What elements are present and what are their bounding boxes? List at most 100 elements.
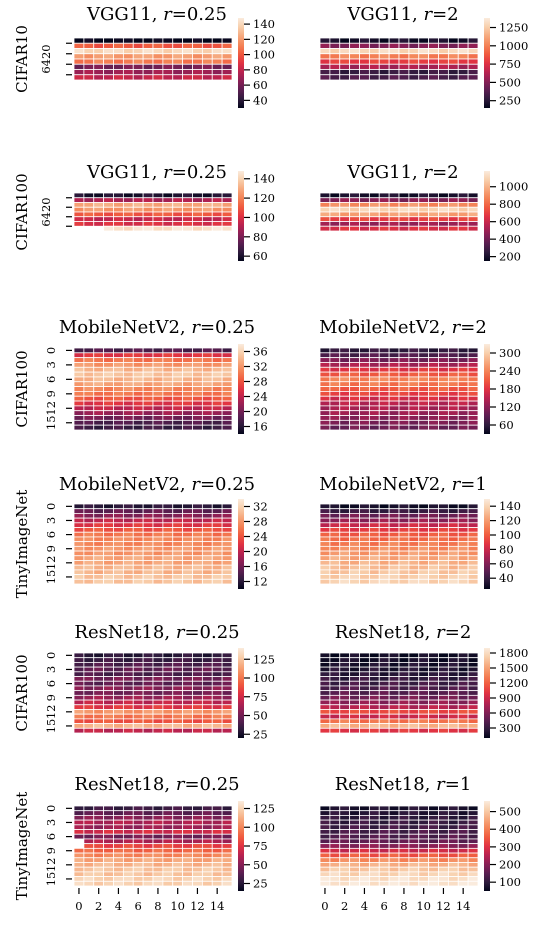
y-tick-label: 6 xyxy=(44,376,58,383)
heatmap-cell xyxy=(339,857,351,863)
heatmap-cell xyxy=(378,574,390,580)
heatmap-cell xyxy=(142,536,154,543)
heatmap-cell xyxy=(122,221,134,227)
heatmap-cell xyxy=(447,676,459,682)
heatmap-cell xyxy=(211,424,223,431)
heatmap-cell xyxy=(349,545,360,552)
heatmap-cell xyxy=(182,527,193,533)
heatmap-cell xyxy=(378,395,390,402)
heatmap-cell xyxy=(457,857,469,863)
heatmap-cell xyxy=(192,381,203,387)
heatmap-cell xyxy=(408,202,420,208)
heatmap-cell xyxy=(319,857,331,863)
heatmap-cell xyxy=(349,727,360,734)
heatmap-cell xyxy=(359,366,370,373)
heatmap-cell xyxy=(447,400,459,407)
heatmap-cell xyxy=(388,48,400,55)
heatmap-cell xyxy=(221,42,233,49)
heatmap-cell xyxy=(103,221,114,227)
heatmap-cell xyxy=(192,564,203,571)
colorbar xyxy=(484,171,490,261)
heatmap-cell xyxy=(339,578,351,585)
heatmap-cell xyxy=(349,550,360,557)
heatmap-cell xyxy=(73,531,85,538)
heatmap-cell xyxy=(339,37,351,44)
heatmap-cell xyxy=(447,578,459,585)
heatmap-cell xyxy=(73,74,85,81)
colorbar-tick-label: 25 xyxy=(253,877,268,891)
heatmap-cell xyxy=(221,545,233,552)
heatmap-cell xyxy=(73,564,85,571)
heatmap-cell xyxy=(93,824,105,830)
heatmap-cell xyxy=(103,357,114,363)
heatmap-cell xyxy=(447,216,459,222)
heatmap-cell xyxy=(428,508,439,514)
heatmap-cell xyxy=(438,657,449,663)
heatmap-cell xyxy=(368,541,380,547)
heatmap-cell xyxy=(73,709,85,715)
heatmap-cell xyxy=(182,371,193,378)
heatmap-cell xyxy=(93,699,105,706)
heatmap-cell xyxy=(319,48,331,55)
heatmap-cell xyxy=(339,574,351,580)
heatmap-cell xyxy=(221,202,233,208)
heatmap-cell xyxy=(162,810,174,816)
y-tick-label: 0 xyxy=(44,347,58,354)
heatmap-cell xyxy=(182,727,193,734)
heatmap-cell xyxy=(83,541,95,547)
heatmap-cell xyxy=(122,513,134,519)
heatmap-cell xyxy=(83,347,95,354)
colorbar-tick-label: 1500 xyxy=(499,661,528,675)
heatmap-cell xyxy=(349,671,360,677)
heatmap-cell xyxy=(211,652,223,659)
heatmap-cell xyxy=(152,48,164,55)
heatmap-cell xyxy=(408,69,420,76)
heatmap-cell xyxy=(142,221,154,227)
heatmap-cell xyxy=(467,362,479,368)
heatmap-cell xyxy=(467,704,479,710)
y-tick-label: 3 xyxy=(44,819,58,826)
heatmap-cell xyxy=(162,357,174,363)
heatmap-cell xyxy=(201,880,213,887)
heatmap-cell xyxy=(142,876,154,882)
heatmap-cell xyxy=(408,564,420,571)
heatmap-cell xyxy=(329,202,341,208)
heatmap-cell xyxy=(211,362,223,368)
heatmap-cell xyxy=(378,48,390,55)
heatmap-cell xyxy=(122,347,134,354)
heatmap-cell xyxy=(152,666,164,673)
heatmap-cell xyxy=(162,424,174,431)
heatmap-cell xyxy=(329,574,341,580)
heatmap-cell xyxy=(142,704,154,710)
heatmap-cell xyxy=(359,202,370,208)
heatmap-cell xyxy=(83,419,95,426)
heatmap-cell xyxy=(172,676,184,682)
heatmap-cell xyxy=(408,400,420,407)
x-tick-label: 14 xyxy=(456,899,471,913)
heatmap-cell xyxy=(438,225,449,232)
colorbar-tick-label: 16 xyxy=(253,560,268,574)
heatmap-cell xyxy=(457,415,469,421)
heatmap-cell xyxy=(329,819,341,826)
heatmap-cell xyxy=(378,671,390,677)
heatmap-cell xyxy=(359,564,370,571)
heatmap-cell xyxy=(388,843,400,849)
heatmap-cell xyxy=(329,225,341,232)
heatmap-cell xyxy=(398,699,410,706)
heatmap-cell xyxy=(447,58,459,65)
heatmap-cell xyxy=(211,410,223,416)
heatmap-cell xyxy=(438,829,449,835)
heatmap-cell xyxy=(329,569,341,575)
heatmap-cell xyxy=(142,718,154,724)
heatmap-cell xyxy=(192,727,203,734)
heatmap-cell xyxy=(428,871,439,877)
heatmap-cell xyxy=(349,541,360,547)
heatmap-cell xyxy=(152,699,164,706)
heatmap-cell xyxy=(172,657,184,663)
heatmap-cell xyxy=(329,357,341,363)
heatmap-cell xyxy=(122,555,134,561)
heatmap-cell xyxy=(172,555,184,561)
heatmap-cell xyxy=(211,381,223,387)
heatmap-cell xyxy=(201,362,213,368)
heatmap-cell xyxy=(457,704,469,710)
